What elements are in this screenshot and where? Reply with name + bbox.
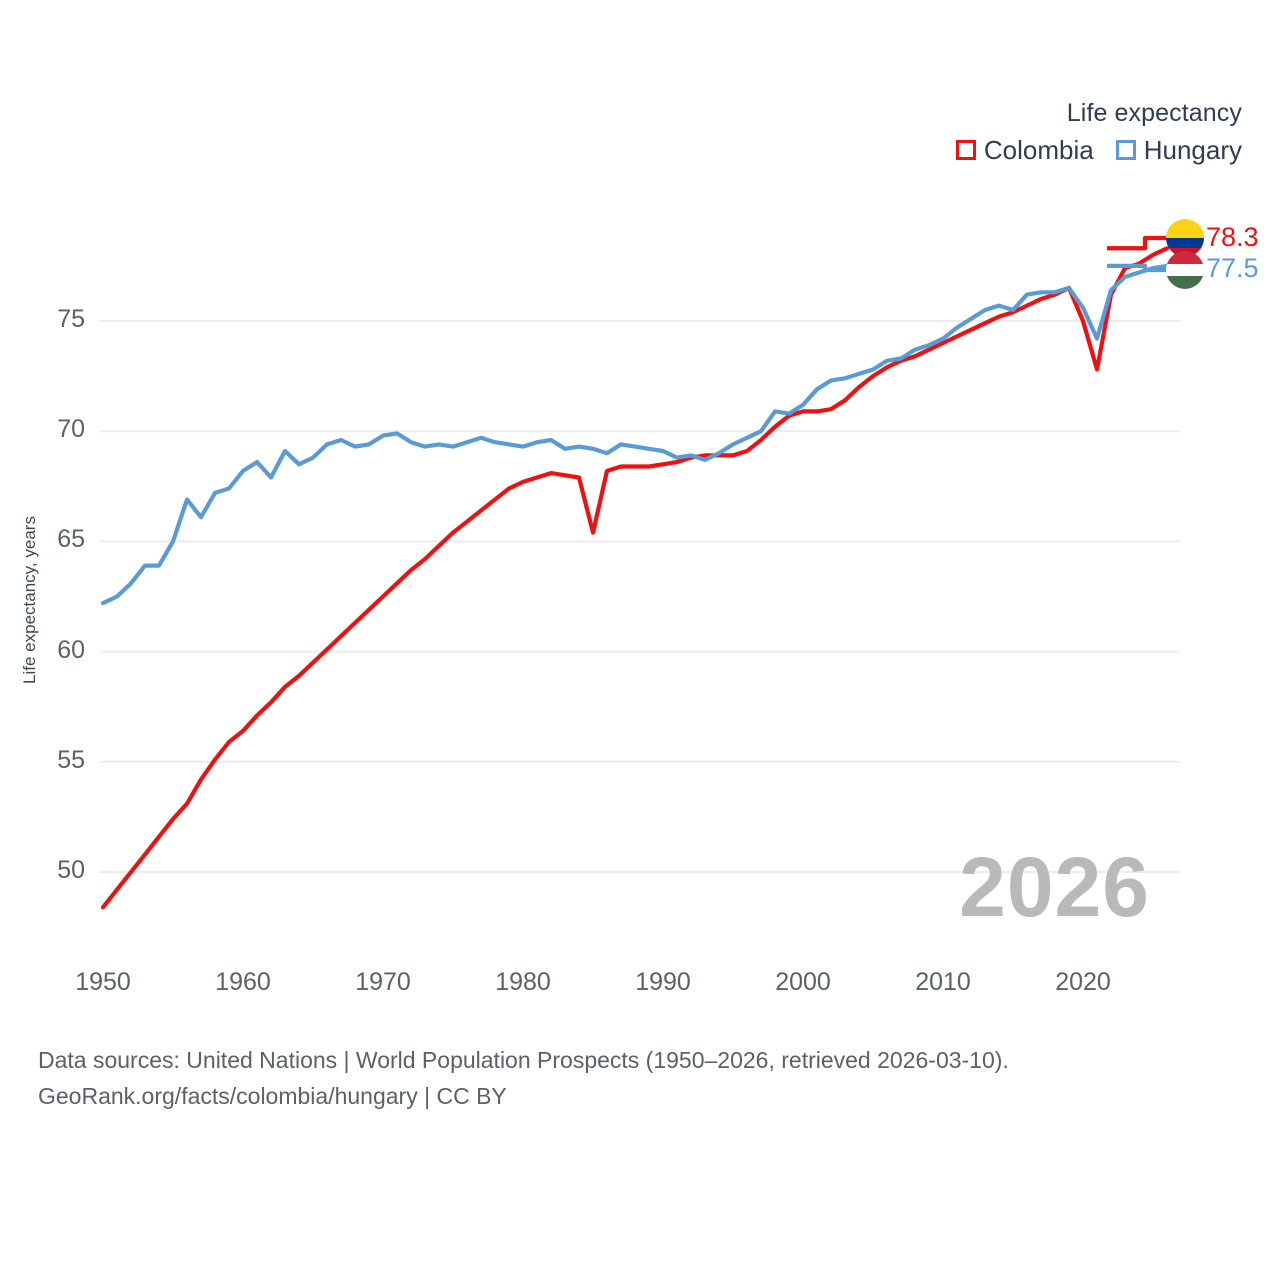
leader-line-hungary xyxy=(1107,263,1170,273)
leader-line-colombia xyxy=(1107,235,1170,251)
y-tick-70: 70 xyxy=(57,415,85,444)
x-tick-1970: 1970 xyxy=(355,968,411,996)
legend-title: Life expectancy xyxy=(1066,99,1242,127)
x-tick-2010: 2010 xyxy=(915,968,971,996)
gridlines xyxy=(100,320,1180,873)
x-tick-1980: 1980 xyxy=(495,968,551,996)
legend-label-hungary: Hungary xyxy=(1143,135,1242,165)
end-value-hungary: 77.5 xyxy=(1206,253,1259,283)
legend-swatch-colombia xyxy=(955,140,976,160)
footer-sources: Data sources: United Nations | World Pop… xyxy=(38,1043,1009,1114)
y-tick-60: 60 xyxy=(57,635,85,664)
y-tick-65: 65 xyxy=(57,525,85,554)
end-value-colombia: 78.3 xyxy=(1206,222,1259,252)
x-tick-1960: 1960 xyxy=(215,968,271,996)
x-tick-1950: 1950 xyxy=(75,968,131,996)
chart-legend: Life expectancy Colombia Hungary xyxy=(955,98,1242,165)
x-tick-2020: 2020 xyxy=(1055,968,1111,996)
year-watermark: 2026 xyxy=(959,840,1150,934)
legend-swatch-hungary xyxy=(1115,140,1136,160)
y-tick-55: 55 xyxy=(57,745,85,774)
y-tick-75: 75 xyxy=(57,305,85,333)
series-line-hungary[interactable] xyxy=(100,263,1170,606)
footer-line-1: Data sources: United Nations | World Pop… xyxy=(38,1047,1009,1073)
leader-lines xyxy=(1107,235,1170,273)
legend-label-colombia: Colombia xyxy=(983,135,1094,165)
x-tick-2000: 2000 xyxy=(775,968,831,996)
series-lines xyxy=(100,246,1170,910)
series-line-colombia[interactable] xyxy=(100,246,1170,910)
hungary-flag-icon xyxy=(1166,251,1204,289)
x-tick-1990: 1990 xyxy=(635,968,691,996)
legend-item-hungary[interactable]: Hungary xyxy=(1115,135,1242,165)
footer-line-2[interactable]: GeoRank.org/facts/colombia/hungary | CC … xyxy=(38,1082,507,1109)
y-tick-50: 50 xyxy=(57,856,85,884)
legend-items: Colombia Hungary xyxy=(955,135,1242,165)
legend-item-colombia[interactable]: Colombia xyxy=(955,135,1094,165)
